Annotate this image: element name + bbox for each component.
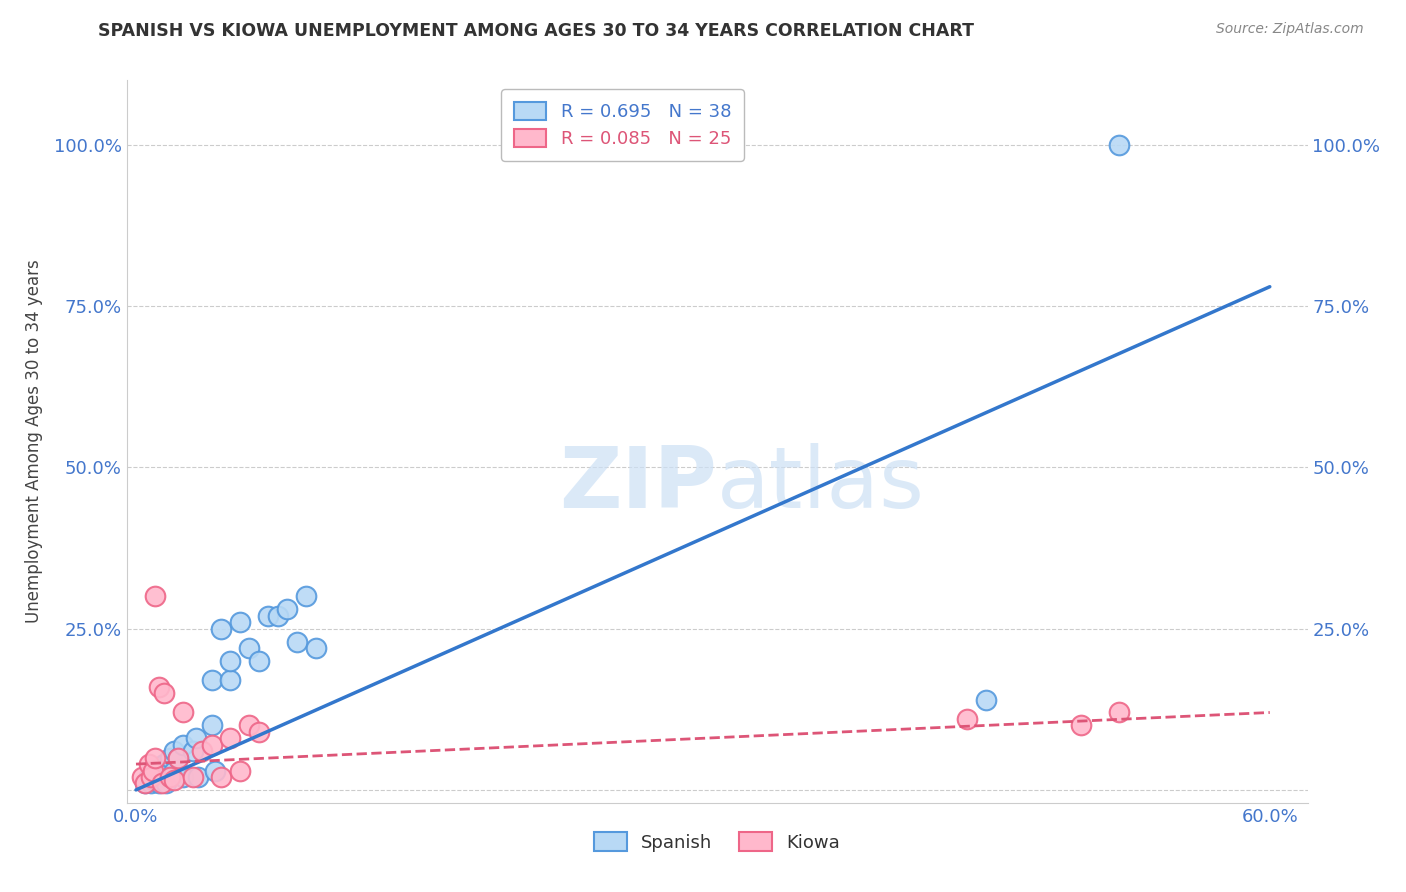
Point [143, 770, 166, 784]
Point [247, 724, 270, 739]
Point [209, 622, 232, 636]
Point [142, 773, 165, 788]
Point [172, 770, 194, 784]
Point [166, 750, 188, 764]
Point [139, 776, 162, 790]
Point [143, 764, 166, 778]
Text: SPANISH VS KIOWA UNEMPLOYMENT AMONG AGES 30 TO 34 YEARS CORRELATION CHART: SPANISH VS KIOWA UNEMPLOYMENT AMONG AGES… [98, 22, 974, 40]
Point [166, 750, 188, 764]
Point [131, 770, 153, 784]
Point [143, 750, 166, 764]
Point [159, 764, 181, 778]
Point [138, 757, 160, 772]
Point [219, 654, 242, 668]
Point [153, 686, 176, 700]
Point [159, 770, 181, 784]
Point [956, 712, 979, 726]
Point [191, 744, 214, 758]
Point [163, 744, 186, 758]
Point [295, 590, 318, 604]
Text: Source: ZipAtlas.com: Source: ZipAtlas.com [1216, 22, 1364, 37]
Point [148, 680, 170, 694]
Point [267, 608, 290, 623]
Point [1108, 706, 1130, 720]
Point [1108, 137, 1130, 152]
Point [276, 602, 298, 616]
Text: ZIP: ZIP [560, 443, 717, 526]
Point [229, 764, 252, 778]
Point [143, 590, 166, 604]
Point [134, 776, 156, 790]
Y-axis label: Unemployment Among Ages 30 to 34 years: Unemployment Among Ages 30 to 34 years [24, 260, 42, 624]
Point [200, 738, 222, 752]
Point [976, 692, 998, 706]
Point [209, 770, 232, 784]
Point [181, 770, 204, 784]
Point [181, 744, 204, 758]
Point [152, 776, 174, 790]
Point [238, 718, 260, 732]
Point [200, 673, 222, 688]
Point [304, 640, 326, 655]
Text: atlas: atlas [717, 443, 925, 526]
Point [229, 615, 252, 630]
Point [172, 706, 194, 720]
Point [142, 764, 165, 778]
Point [159, 750, 181, 764]
Point [257, 608, 280, 623]
Point [138, 770, 160, 784]
Point [149, 766, 172, 780]
Point [148, 776, 170, 790]
Point [134, 776, 156, 790]
Point [139, 770, 162, 784]
Point [186, 731, 208, 746]
Point [1070, 718, 1092, 732]
Point [219, 673, 242, 688]
Point [238, 640, 260, 655]
Point [200, 718, 222, 732]
Point [204, 764, 226, 778]
Point [219, 731, 242, 746]
Point [247, 654, 270, 668]
Point [153, 757, 176, 772]
Point [172, 738, 194, 752]
Point [163, 764, 186, 778]
Point [285, 634, 308, 648]
Point [163, 773, 186, 788]
Point [155, 776, 177, 790]
Point [153, 770, 176, 784]
Legend: Spanish, Kiowa: Spanish, Kiowa [586, 825, 848, 859]
Point [187, 770, 209, 784]
